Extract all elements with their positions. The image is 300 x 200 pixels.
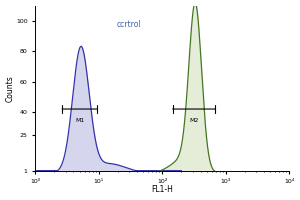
Text: ccrtrol: ccrtrol: [116, 20, 141, 29]
Text: M2: M2: [189, 118, 199, 123]
Y-axis label: Counts: Counts: [6, 75, 15, 102]
Text: M1: M1: [75, 118, 84, 123]
X-axis label: FL1-H: FL1-H: [151, 185, 173, 194]
